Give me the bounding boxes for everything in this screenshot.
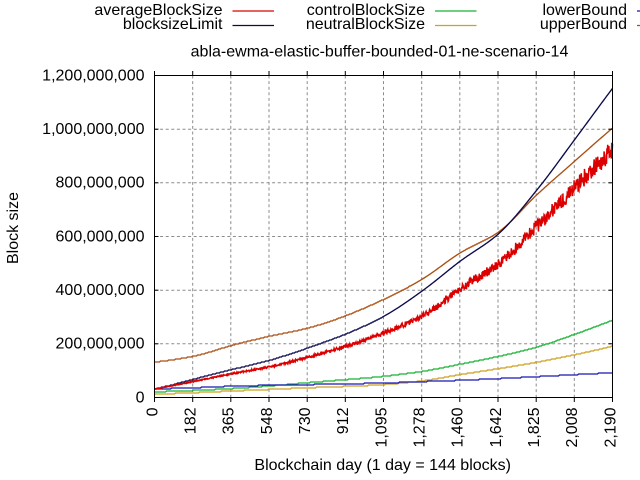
svg-text:upperBound: upperBound bbox=[540, 16, 627, 33]
svg-text:0: 0 bbox=[136, 389, 145, 406]
svg-text:1,000,000,000: 1,000,000,000 bbox=[42, 121, 144, 138]
svg-text:1,642: 1,642 bbox=[488, 407, 505, 447]
svg-text:Blockchain day (1 day = 144 bl: Blockchain day (1 day = 144 blocks) bbox=[254, 457, 511, 474]
svg-text:Block size: Block size bbox=[5, 192, 22, 264]
svg-text:2,008: 2,008 bbox=[564, 407, 581, 447]
svg-text:365: 365 bbox=[221, 407, 238, 434]
svg-text:912: 912 bbox=[335, 407, 352, 434]
svg-text:1,460: 1,460 bbox=[450, 407, 467, 447]
svg-text:controlBlockSize: controlBlockSize bbox=[307, 2, 425, 19]
svg-text:1,825: 1,825 bbox=[526, 407, 543, 447]
svg-text:2,190: 2,190 bbox=[602, 407, 619, 447]
svg-text:400,000,000: 400,000,000 bbox=[56, 282, 145, 299]
svg-text:1,200,000,000: 1,200,000,000 bbox=[42, 67, 144, 84]
svg-text:730: 730 bbox=[297, 407, 314, 434]
svg-text:0: 0 bbox=[144, 407, 161, 416]
svg-text:1,278: 1,278 bbox=[412, 407, 429, 447]
svg-text:abla-ewma-elastic-buffer-bound: abla-ewma-elastic-buffer-bounded-01-ne-s… bbox=[191, 43, 569, 60]
svg-text:1,095: 1,095 bbox=[373, 407, 390, 447]
svg-text:548: 548 bbox=[259, 407, 276, 434]
svg-text:lowerBound: lowerBound bbox=[543, 2, 628, 19]
svg-text:neutralBlockSize: neutralBlockSize bbox=[306, 16, 425, 33]
svg-text:800,000,000: 800,000,000 bbox=[56, 175, 145, 192]
svg-text:averageBlockSize: averageBlockSize bbox=[94, 2, 222, 19]
svg-text:200,000,000: 200,000,000 bbox=[56, 336, 145, 353]
svg-text:600,000,000: 600,000,000 bbox=[56, 228, 145, 245]
svg-text:182: 182 bbox=[183, 407, 200, 434]
svg-text:blocksizeLimit: blocksizeLimit bbox=[123, 16, 223, 33]
